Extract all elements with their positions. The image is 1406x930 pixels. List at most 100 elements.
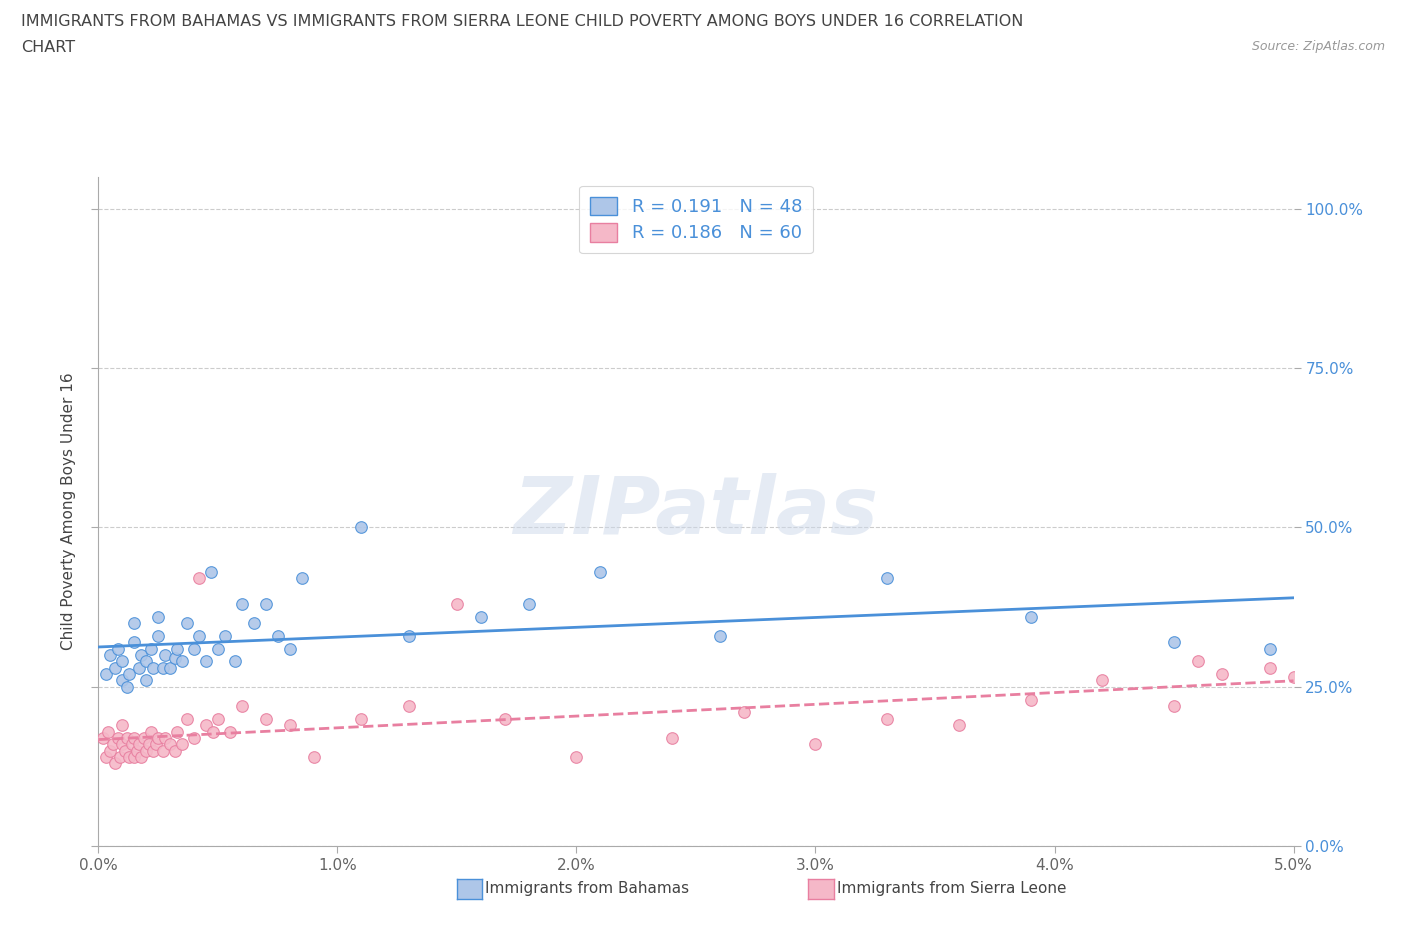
Point: [278, 718, 301, 733]
Text: IMMIGRANTS FROM BAHAMAS VS IMMIGRANTS FROM SIERRA LEONE CHILD POVERTY AMONG BOYS: IMMIGRANTS FROM BAHAMAS VS IMMIGRANTS FR…: [21, 14, 1024, 29]
Point: [661, 730, 683, 745]
Point: [1187, 654, 1209, 669]
Point: [100, 647, 122, 662]
Point: [111, 737, 134, 751]
Point: [107, 730, 129, 745]
Point: [224, 654, 246, 669]
Point: [278, 641, 301, 656]
Point: [876, 711, 898, 726]
Point: [350, 520, 373, 535]
Point: [152, 660, 174, 675]
Point: [148, 730, 170, 745]
Point: [1258, 641, 1281, 656]
Point: [187, 571, 209, 586]
Point: [94, 750, 117, 764]
Point: [1091, 673, 1114, 688]
Point: [195, 654, 218, 669]
Point: [207, 641, 229, 656]
Point: [166, 724, 188, 739]
Point: [135, 654, 157, 669]
Point: [138, 737, 160, 751]
Point: [100, 743, 122, 758]
Point: [115, 730, 138, 745]
Point: [291, 571, 314, 586]
Point: [350, 711, 373, 726]
Point: [398, 629, 420, 644]
Point: [145, 737, 167, 751]
Point: [470, 609, 492, 624]
Point: [202, 724, 225, 739]
Point: [804, 737, 827, 751]
Point: [118, 750, 141, 764]
Point: [91, 730, 114, 745]
Point: [176, 616, 198, 631]
Point: [142, 743, 165, 758]
Point: [159, 737, 181, 751]
Text: Immigrants from Bahamas: Immigrants from Bahamas: [485, 881, 689, 896]
Text: ZIPatlas: ZIPatlas: [513, 472, 879, 551]
Point: [1282, 670, 1305, 684]
Point: [517, 596, 540, 611]
Text: Immigrants from Sierra Leone: Immigrants from Sierra Leone: [837, 881, 1066, 896]
Point: [155, 730, 177, 745]
Point: [302, 750, 325, 764]
Point: [124, 616, 146, 631]
Point: [135, 743, 157, 758]
Text: CHART: CHART: [21, 40, 75, 55]
Point: [108, 750, 131, 764]
Point: [948, 718, 970, 733]
Y-axis label: Child Poverty Among Boys Under 16: Child Poverty Among Boys Under 16: [60, 373, 76, 650]
Point: [214, 629, 236, 644]
Point: [104, 756, 127, 771]
Point: [733, 705, 755, 720]
Point: [94, 667, 117, 682]
Point: [121, 737, 143, 751]
Point: [876, 571, 898, 586]
Point: [163, 651, 186, 666]
Point: [163, 743, 186, 758]
Point: [183, 730, 205, 745]
Point: [139, 641, 162, 656]
Point: [155, 647, 177, 662]
Point: [446, 596, 468, 611]
Point: [135, 673, 157, 688]
Point: [187, 629, 209, 644]
Point: [101, 737, 124, 751]
Point: [148, 609, 170, 624]
Point: [104, 660, 127, 675]
Point: [1211, 667, 1233, 682]
Point: [111, 673, 134, 688]
Point: [243, 616, 266, 631]
Point: [207, 711, 229, 726]
Point: [709, 629, 731, 644]
Point: [231, 596, 253, 611]
Point: [589, 565, 612, 579]
Point: [398, 698, 420, 713]
Point: [1019, 609, 1042, 624]
Point: [111, 718, 134, 733]
Point: [152, 743, 174, 758]
Point: [132, 730, 155, 745]
Legend: R = 0.191   N = 48, R = 0.186   N = 60: R = 0.191 N = 48, R = 0.186 N = 60: [579, 186, 813, 253]
Text: Source: ZipAtlas.com: Source: ZipAtlas.com: [1251, 40, 1385, 53]
Point: [231, 698, 253, 713]
Point: [124, 750, 146, 764]
Point: [114, 743, 136, 758]
Point: [159, 660, 181, 675]
Point: [131, 750, 153, 764]
Point: [128, 737, 150, 751]
Point: [115, 680, 138, 695]
Point: [1019, 692, 1042, 707]
Point: [200, 565, 222, 579]
Point: [219, 724, 242, 739]
Point: [148, 629, 170, 644]
Point: [267, 629, 290, 644]
Point: [1163, 635, 1185, 650]
Point: [183, 641, 205, 656]
Point: [139, 724, 162, 739]
Point: [131, 647, 153, 662]
Point: [124, 635, 146, 650]
Point: [254, 711, 277, 726]
Point: [1258, 660, 1281, 675]
Point: [97, 724, 120, 739]
